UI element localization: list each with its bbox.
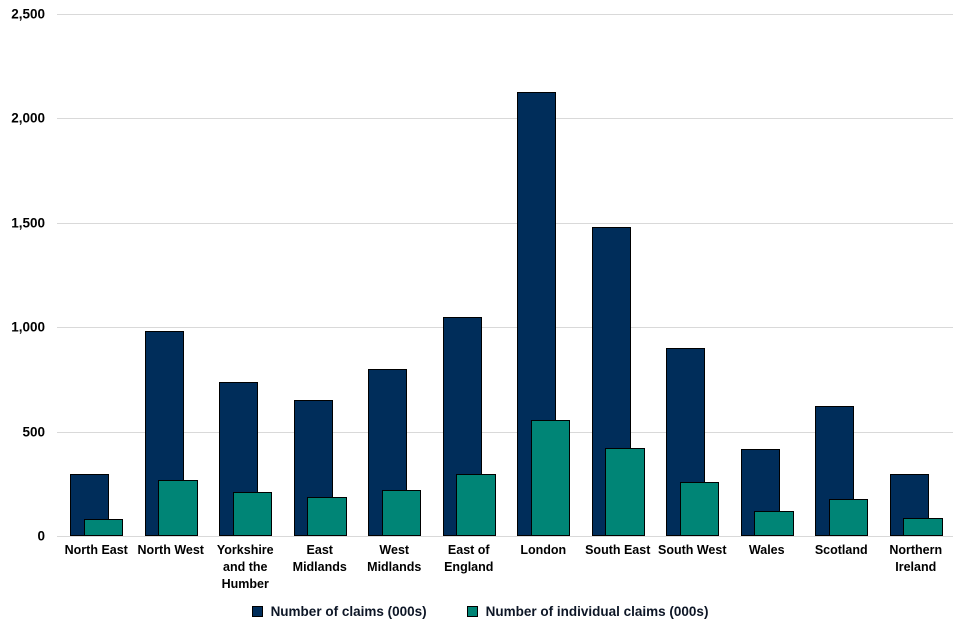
category-group [506,14,581,536]
y-axis: 0 500 1,000 1,500 2,000 2,500 [0,7,45,544]
x-axis-label: South West [657,543,727,557]
x-axis-label: West Midlands [367,543,422,574]
category-group [283,14,358,536]
x-axis-label: London [520,543,567,557]
legend-label-claims: Number of claims (000s) [270,604,427,619]
y-axis-tick-label: 0 [37,528,45,544]
gridline [57,14,953,15]
x-axis-label: South East [585,543,651,557]
bar-individual-claims [754,510,794,536]
bar-individual-claims [530,420,571,536]
bar-individual-claims [381,490,422,536]
x-axis-label: North West [137,543,204,557]
gridline [57,327,953,329]
y-axis-tick-label: 2,500 [11,6,45,22]
bar-individual-claims [605,448,645,536]
category-group [879,14,954,536]
bar-individual-claims [828,499,869,536]
bar-individual-claims [158,479,198,536]
x-axis-label: East Midlands [292,543,347,574]
category-group [357,14,432,536]
y-axis-tick-label: 2,000 [11,110,45,126]
legend-item-individual-claims: Number of individual claims (000s) [466,604,709,619]
legend: Number of claims (000s) Number of indivi… [0,604,960,619]
bar-individual-claims [232,492,273,536]
y-axis-tick-label: 1,000 [11,319,45,335]
x-axis-label: Scotland [814,543,868,557]
y-axis-tick-label: 500 [22,424,45,440]
category-group [581,14,656,536]
legend-swatch-claims-icon [251,606,263,617]
category-group [134,14,209,536]
x-axis-label: Wales [748,543,785,557]
bar-individual-claims [903,518,943,536]
x-axis-label: East of England [444,543,494,574]
x-axis-label: North East [64,543,128,557]
bar-individual-claims [83,519,124,536]
y-axis-tick-label: 1,500 [11,215,45,231]
bars-container [59,14,953,536]
bar-individual-claims [679,481,720,536]
gridline [57,118,953,120]
category-group [59,14,134,536]
gridline [57,536,953,537]
category-group [730,14,805,536]
bar-individual-claims [456,474,496,536]
legend-swatch-individual-claims-icon [466,606,478,617]
x-axis: North East North West Yorkshire and the Hu… [59,542,953,593]
category-group [432,14,507,536]
x-axis-label: Yorkshire and the Humber [216,543,274,591]
x-axis-label: Northern Ireland [889,543,943,574]
gridline [57,222,953,224]
bar-individual-claims [307,497,347,536]
category-group [208,14,283,536]
plot-area [57,14,953,537]
legend-label-individual-claims: Number of individual claims (000s) [485,604,709,619]
gridline [57,431,953,433]
legend-item-claims: Number of claims (000s) [251,604,427,619]
category-group [655,14,730,536]
category-group [804,14,879,536]
